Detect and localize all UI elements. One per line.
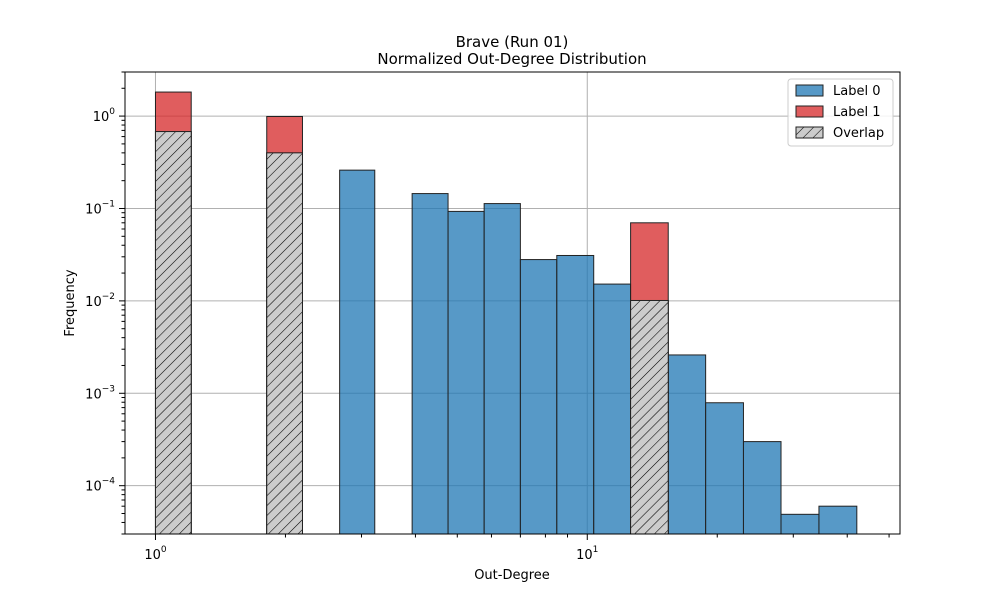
bar-label-0-8: [593, 283, 632, 535]
plot-frame: [124, 71, 901, 535]
legend-label-overlap: Overlap: [833, 126, 884, 141]
bar-label-0-10: [667, 354, 707, 535]
legend: Label 0 Label 1 Overlap: [787, 78, 894, 147]
legend-swatch-overlap: [795, 126, 824, 139]
bar-label-0-3: [411, 193, 449, 535]
bar-label-0-13: [780, 513, 820, 535]
y-tick-label: 10−3: [85, 384, 115, 402]
bar-overlap-0: [154, 131, 192, 535]
bar-label-0-12: [742, 441, 782, 535]
legend-label-1: Label 1: [833, 105, 880, 120]
bar-overlap-1: [266, 152, 303, 535]
x-tick-label: 101: [576, 545, 598, 563]
chart-subtitle: Normalized Out-Degree Distribution: [377, 50, 646, 68]
chart-title: Brave (Run 01): [456, 33, 569, 51]
bar-label-0-4: [447, 210, 485, 535]
y-tick-label: 100: [93, 107, 116, 125]
legend-label-0: Label 0: [833, 84, 880, 99]
bar-overlap-2: [630, 299, 669, 535]
y-tick-label: 10−2: [85, 292, 115, 310]
legend-swatch-label-0: [795, 84, 824, 97]
legend-swatch-label-1: [795, 105, 824, 118]
bar-label-0-5: [483, 203, 521, 535]
axis-ticks: 100 101 100 10−1 10−2 10−3 10−4: [85, 71, 890, 563]
y-tick-label: 10−1: [85, 199, 115, 217]
x-tick-label: 100: [144, 545, 167, 563]
x-axis-label: Out-Degree: [474, 568, 550, 583]
bar-label-0-2: [339, 169, 376, 535]
bar-label-0-11: [705, 402, 744, 535]
y-tick-label: 10−4: [85, 477, 115, 495]
bar-label-0-6: [519, 259, 558, 535]
bar-label-0-7: [556, 254, 595, 535]
bar-label-0-14: [818, 505, 858, 535]
y-axis-label: Frequency: [63, 269, 78, 336]
bars: [154, 91, 858, 535]
